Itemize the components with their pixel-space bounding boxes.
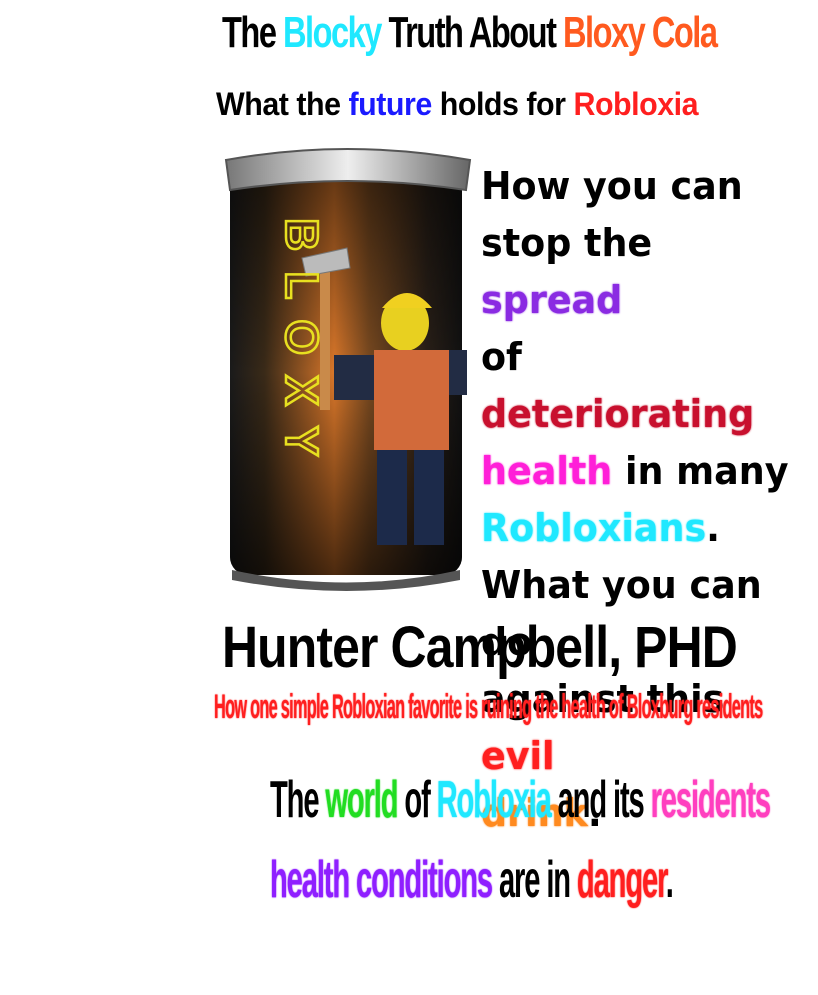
highlight-evil: evil (481, 734, 555, 778)
body-line: against this evil (481, 671, 805, 785)
body-text: in many (612, 449, 789, 493)
cover-body: How you can stop the spread of deteriora… (481, 158, 805, 842)
title-highlight-blocky: Blocky (283, 8, 382, 57)
cover-subtitle: What the future holds for Robloxia (216, 86, 699, 123)
body-line: drink. (481, 785, 805, 842)
highlight-health-conditions: health conditions (270, 851, 493, 909)
body-text: How you can (481, 164, 743, 208)
teaser-line-2: health conditions are in danger. (270, 850, 674, 910)
body-line: stop the spread (481, 215, 805, 329)
highlight-health: health (481, 449, 613, 493)
body-line: health in many (481, 443, 805, 500)
subtitle-highlight-future: future (348, 86, 433, 122)
body-text: What you can do (481, 563, 762, 664)
body-text: stop the (481, 221, 653, 265)
highlight-world: world (325, 771, 398, 829)
highlight-robloxia: Robloxia (436, 771, 552, 829)
can-label: BLOXY (276, 218, 328, 476)
highlight-spread: spread (481, 278, 623, 322)
highlight-deteriorating: deteriorating (481, 392, 755, 436)
body-text: . (706, 506, 721, 550)
body-text: . (587, 791, 602, 835)
title-part: Truth About (380, 8, 564, 57)
title-highlight-bloxy-cola: Bloxy Cola (563, 8, 718, 57)
highlight-danger: danger (576, 851, 667, 909)
hammer-icon (301, 247, 351, 410)
subtitle-part: holds for (431, 86, 574, 122)
subtitle-highlight-robloxia: Robloxia (573, 86, 699, 122)
teaser-text: The (270, 771, 326, 829)
teaser-text: of (397, 771, 437, 829)
highlight-residents: residents (650, 771, 772, 829)
body-line: of deteriorating (481, 329, 805, 443)
bloxy-cola-can-image: BLOXY (224, 148, 472, 591)
title-part: The (222, 8, 284, 57)
tagline: How one simple Robloxian favorite is rui… (214, 688, 763, 726)
body-text: against this (481, 677, 725, 721)
highlight-drink: drink (481, 791, 588, 835)
body-line: What you can do (481, 557, 805, 671)
body-line: Robloxians. (481, 500, 805, 557)
builderman-figure-icon (334, 293, 467, 545)
teaser-text: . (665, 851, 674, 909)
teaser-text: and its (550, 771, 651, 829)
highlight-robloxians: Robloxians (481, 506, 707, 550)
body-line: How you can (481, 158, 805, 215)
teaser-line-1: The world of Robloxia and its residents (270, 770, 772, 830)
body-text: of (481, 335, 522, 379)
subtitle-part: What the (216, 86, 349, 122)
teaser-text: are in (492, 851, 577, 909)
author-name: Hunter Campbell, PHD (222, 615, 738, 680)
cover-title: The Blocky Truth About Bloxy Cola (222, 8, 718, 58)
